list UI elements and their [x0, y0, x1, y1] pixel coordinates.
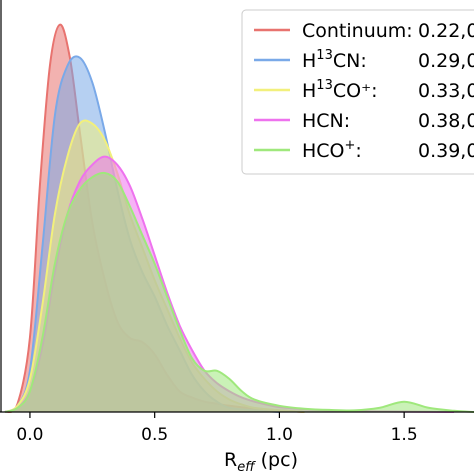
legend: Continuum: 0.22,0 H13CN: 0.29,0 H13CO⁺: 0.33,…: [241, 9, 474, 175]
legend-label-4: HCO+:: [302, 138, 362, 162]
series-line-4: [4, 171, 474, 413]
x-axis-label-main: R: [224, 449, 237, 471]
x-tick-label-2: 1.0: [266, 425, 293, 445]
x-axis-label-unit: (pc): [255, 449, 298, 471]
legend-value-2: 0.33,0: [418, 80, 474, 102]
legend-value-4: 0.39,0: [418, 140, 474, 162]
series-area-4: [5, 172, 474, 412]
x-tick-label-0: 0.0: [16, 425, 43, 445]
series-layer: [4, 23, 474, 414]
x-tick-label-3: 1.5: [391, 425, 418, 445]
axes-layer: [0, 0, 474, 413]
x-axis-label: Reff (pc): [224, 449, 298, 474]
x-axis-label-subscript: eff: [237, 460, 256, 474]
legend-box: [241, 9, 474, 175]
x-tick-label-1: 0.5: [141, 425, 168, 445]
legend-value-1: 0.29,0: [418, 50, 474, 72]
legend-label-1: H13CN:: [302, 48, 367, 72]
legend-label-2: H13CO⁺:: [302, 78, 378, 102]
legend-entries: Continuum: 0.22,0 H13CN: 0.29,0 H13CO⁺: 0.33,…: [254, 20, 474, 162]
legend-label-3: HCN:: [302, 110, 350, 132]
legend-value-0: 0.22,0: [418, 20, 474, 42]
x-ticks: 0.0 0.5 1.0 1.5: [16, 412, 418, 445]
legend-value-3: 0.38,0: [418, 110, 474, 132]
legend-label-0: Continuum:: [302, 20, 413, 42]
